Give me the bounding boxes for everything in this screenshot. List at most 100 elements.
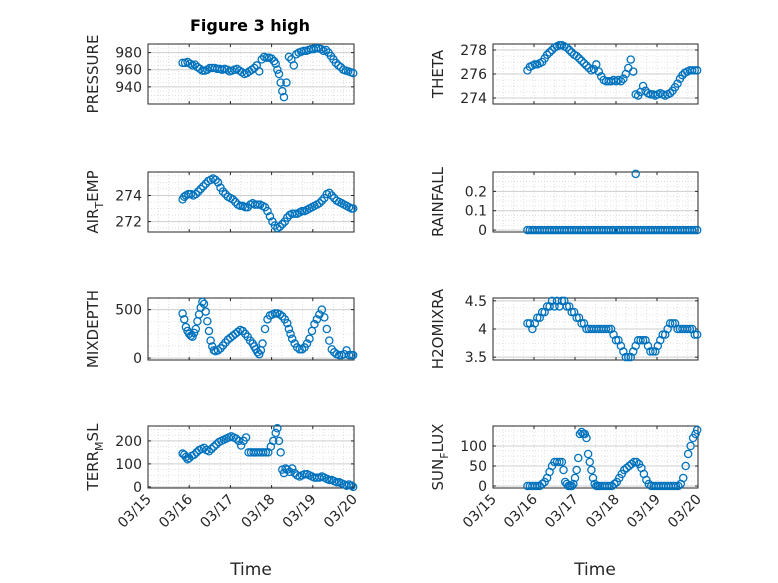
data-point	[240, 202, 250, 212]
data-point	[312, 315, 322, 324]
data-point	[209, 442, 219, 451]
data-point	[282, 78, 291, 87]
data-point	[648, 347, 658, 356]
data-point	[611, 336, 621, 345]
y-axis-label-rest: LUX	[429, 424, 447, 453]
data-point	[317, 196, 327, 205]
data-point	[185, 59, 195, 68]
y-axis-label-rest: SL	[84, 423, 102, 442]
y-axis-label: H2OMIXRA	[429, 288, 447, 369]
data-point	[592, 60, 601, 69]
data-point	[557, 457, 567, 467]
data-point	[562, 43, 572, 52]
y-tick-label: 4.5	[465, 294, 487, 310]
data-point	[283, 465, 292, 474]
data-point	[585, 457, 595, 467]
data-point	[692, 330, 702, 339]
data-point	[692, 425, 702, 435]
data-point	[273, 424, 282, 433]
data-point	[261, 448, 271, 457]
data-point	[274, 69, 284, 79]
data-point	[189, 328, 199, 338]
data-point	[207, 444, 216, 454]
y-tick-label: 100	[115, 457, 142, 473]
data-point	[537, 307, 547, 317]
data-point	[290, 209, 299, 218]
data-point	[316, 44, 326, 54]
data-point	[545, 48, 554, 57]
data-point	[311, 44, 321, 53]
y-tick-label: 0	[478, 223, 487, 239]
data-point	[555, 457, 564, 467]
figure-title: Figure 3 high	[190, 16, 310, 35]
data-point	[297, 206, 307, 216]
data-point	[203, 316, 212, 326]
data-point	[191, 324, 201, 334]
data-point	[669, 481, 678, 491]
data-point	[671, 481, 681, 491]
data-point	[632, 457, 641, 467]
y-axis-label: AIRTEMP	[84, 170, 106, 233]
data-point	[305, 334, 314, 343]
data-point	[577, 56, 586, 66]
data-point	[300, 469, 309, 479]
data-point	[190, 60, 200, 69]
data-point	[234, 436, 243, 446]
y-axis-label: THETA	[429, 49, 447, 99]
data-point	[665, 88, 675, 98]
data-point	[198, 182, 208, 191]
data-point	[253, 200, 262, 209]
data-point	[199, 299, 209, 309]
data-point	[552, 457, 562, 467]
data-point	[283, 318, 292, 328]
data-point	[602, 481, 612, 491]
data-point	[278, 219, 287, 229]
data-point	[688, 225, 697, 235]
data-point	[530, 60, 540, 69]
data-point	[580, 429, 590, 439]
data-point	[334, 61, 343, 70]
data-point	[292, 50, 301, 59]
data-point	[267, 54, 276, 63]
data-point	[570, 473, 580, 483]
data-point	[321, 45, 331, 55]
data-point	[270, 309, 280, 318]
data-point	[683, 324, 692, 334]
data-point	[302, 339, 312, 348]
data-point	[325, 188, 334, 198]
data-point	[268, 436, 278, 446]
x-axis-label-right: Time	[573, 560, 616, 580]
data-point	[572, 465, 581, 475]
x-axis-label-left: Time	[229, 560, 272, 580]
data-point	[271, 59, 280, 68]
data-point	[274, 436, 284, 446]
data-point	[690, 330, 699, 339]
data-point	[692, 66, 702, 75]
data-point	[289, 61, 299, 70]
data-point	[588, 473, 598, 483]
data-point	[198, 297, 207, 307]
axes-box	[147, 425, 355, 489]
data-point	[631, 169, 640, 179]
data-point	[196, 184, 205, 194]
data-point	[181, 322, 191, 332]
data-point	[638, 81, 648, 91]
y-tick-label: 0.1	[465, 204, 487, 220]
y-axis-label-subscript: F	[438, 452, 451, 458]
subplot-2: 274 276 278 THETA	[429, 40, 702, 107]
data-point	[668, 319, 677, 328]
y-axis-label-subscript: T	[93, 202, 106, 210]
data-point	[332, 478, 341, 487]
data-point	[347, 481, 356, 490]
data-point	[265, 212, 275, 221]
data-point	[584, 63, 594, 73]
axes-box	[147, 171, 355, 233]
y-axis-label-main: SUN	[429, 459, 447, 491]
data-point	[254, 67, 264, 76]
subplot-3: 272 274 AIRTEMP	[84, 170, 358, 234]
data-point	[582, 61, 591, 70]
data-point	[574, 453, 583, 463]
y-tick-label: 960	[115, 63, 142, 79]
data-point	[348, 482, 358, 492]
